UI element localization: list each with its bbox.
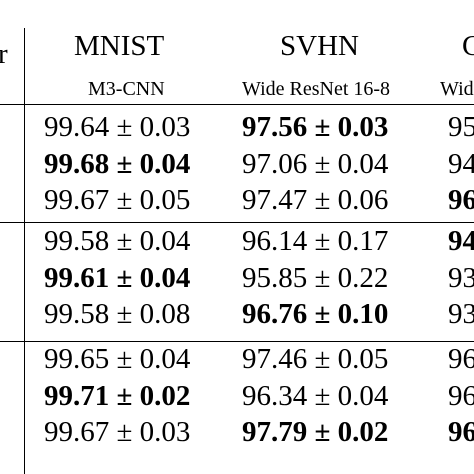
- table-cell-third: 96: [448, 184, 474, 216]
- table-cell-third: 96: [448, 416, 474, 448]
- table-cell-third: 96: [448, 380, 474, 412]
- group-rule-2: [0, 341, 474, 342]
- dataset-mnist-header: MNIST: [74, 30, 165, 62]
- table-cell-mnist: 99.64 ± 0.03: [44, 111, 191, 143]
- table-cell-svhn: 96.34 ± 0.04: [242, 380, 389, 412]
- table-cell-third: 94: [448, 225, 474, 257]
- group-rule-1: [0, 222, 474, 223]
- table-cell-svhn: 97.46 ± 0.05: [242, 343, 389, 375]
- table-cell-svhn: 95.85 ± 0.22: [242, 262, 389, 294]
- table-cell-mnist: 99.58 ± 0.04: [44, 225, 191, 257]
- table-cell-third: 94: [448, 148, 474, 180]
- table-cell-svhn: 97.47 ± 0.06: [242, 184, 389, 216]
- table-cell-svhn: 97.79 ± 0.02: [242, 416, 389, 448]
- table-cell-mnist: 99.67 ± 0.05: [44, 184, 191, 216]
- table-cell-mnist: 99.71 ± 0.02: [44, 380, 191, 412]
- table-cell-third: 93: [448, 298, 474, 330]
- model-third-header: Wid: [440, 78, 474, 100]
- dataset-svhn-header: SVHN: [280, 30, 359, 62]
- model-svhn-header: Wide ResNet 16-8: [242, 78, 391, 100]
- table-cell-mnist: 99.61 ± 0.04: [44, 262, 191, 294]
- table-cell-mnist: 99.68 ± 0.04: [44, 148, 191, 180]
- table-cell-third: 93: [448, 262, 474, 294]
- table-cell-mnist: 99.65 ± 0.04: [44, 343, 191, 375]
- table-cell-svhn: 96.76 ± 0.10: [242, 298, 389, 330]
- table-cell-third: 95: [448, 111, 474, 143]
- model-mnist-header: M3-CNN: [88, 78, 165, 100]
- table-cell-svhn: 96.14 ± 0.17: [242, 225, 389, 257]
- table-cell-mnist: 99.58 ± 0.08: [44, 298, 191, 330]
- dataset-third-header: C: [462, 30, 474, 62]
- header-left-fragment: r: [0, 38, 8, 70]
- table-cell-third: 96: [448, 343, 474, 375]
- table-vertical-rule: [24, 28, 25, 474]
- header-rule: [0, 104, 474, 105]
- table-cell-svhn: 97.56 ± 0.03: [242, 111, 389, 143]
- table-cell-svhn: 97.06 ± 0.04: [242, 148, 389, 180]
- table-cell-mnist: 99.67 ± 0.03: [44, 416, 191, 448]
